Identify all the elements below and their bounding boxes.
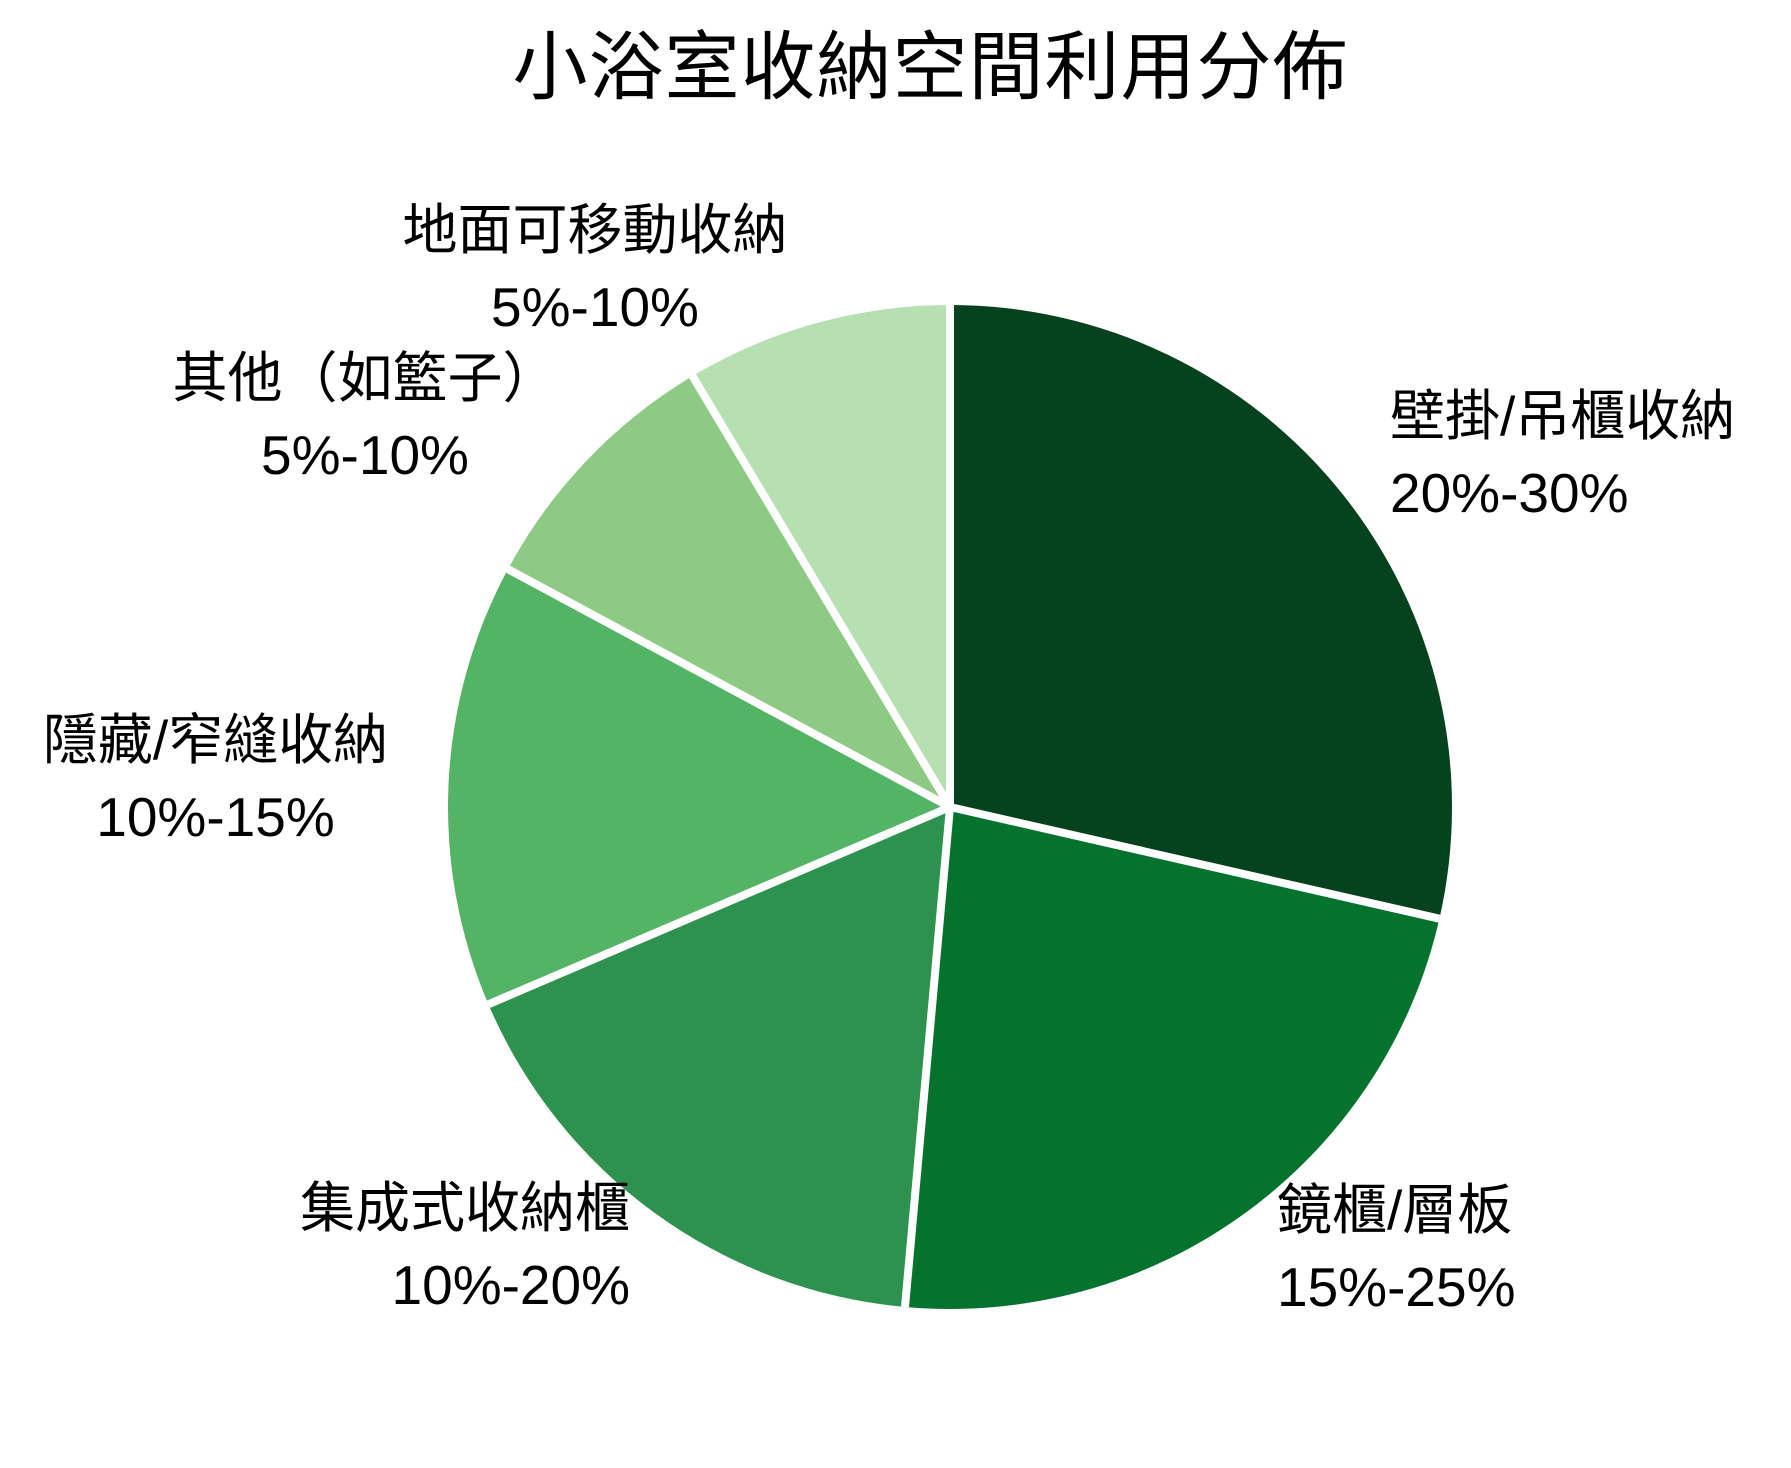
pie-slice-0 [950,305,1452,919]
slice-label-range: 5%-10% [491,276,699,338]
slice-label-range: 10%-20% [391,1254,630,1316]
slice-label-range: 20%-30% [1390,462,1629,524]
pie-slice-2 [488,807,950,1307]
slice-label-other-baskets: 其他（如籃子） 5%-10% [125,340,605,494]
slice-separator [486,803,952,1008]
slice-label-text: 地面可移動收納 [402,199,788,261]
slice-label-mirror-cabinet-shelf: 鏡櫃/層板 15%-25% [1277,1172,1515,1326]
pie-slice-3 [448,569,950,1005]
slice-label-range: 15%-25% [1277,1256,1516,1318]
pie-slice-1 [905,807,1440,1310]
slice-label-range: 5%-10% [261,424,469,486]
slice-label-text: 隱藏/窄縫收納 [42,709,389,771]
pie-slice-5 [692,305,950,807]
slice-label-text: 壁掛/吊櫃收納 [1390,385,1736,447]
slice-label-wall-hung-storage: 壁掛/吊櫃收納 20%-30% [1390,378,1735,532]
slice-label-integrated-cabinet: 集成式收納櫃 10%-20% [230,1170,630,1324]
slice-separator [506,565,952,811]
chart-title: 小浴室收納空間利用分佈 [512,25,1349,109]
slice-label-hidden-gap-storage: 隱藏/窄縫收納 10%-15% [18,702,413,856]
slice-separator [689,374,954,810]
pie-slice-4 [507,376,950,807]
slice-separator [949,803,1441,923]
slice-label-text: 集成式收納櫃 [299,1177,630,1239]
slice-label-floor-movable-storage: 地面可移動收納 5%-10% [355,192,835,346]
slice-label-text: 鏡櫃/層板 [1277,1179,1513,1241]
slice-label-range: 10%-15% [96,786,335,848]
slice-separator [901,806,954,1308]
slice-label-text: 其他（如籃子） [172,347,558,409]
